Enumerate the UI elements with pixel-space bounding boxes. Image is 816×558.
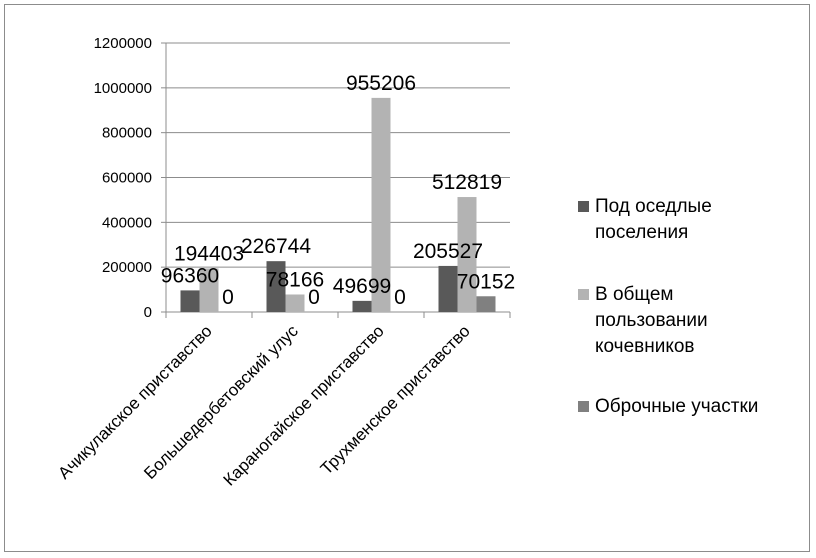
bars [180,97,496,312]
data-label: 194403 [174,242,244,265]
bar [285,294,305,312]
data-label: 96360 [161,264,219,287]
legend-label: Оброчные участки [595,396,758,417]
bar [476,296,496,312]
chart-area [4,4,810,552]
category-label: Большедербетовский улус [140,321,302,483]
legend-label: пользовании [595,310,708,331]
data-label: 0 [394,286,406,309]
category-label: Караногайское приставство [220,321,388,489]
legend-label: Под оседлые [595,196,712,217]
legend-label: поселения [595,222,688,243]
category-label: Ачикулакское приставство [54,321,215,482]
bar [457,197,477,312]
y-tick-label: 600000 [102,170,152,187]
bar [352,300,372,312]
legend-swatch [578,401,589,412]
data-label: 512819 [432,171,502,194]
data-label: 0 [308,286,320,309]
category-label: Трухменское приставство [317,321,474,478]
data-label: 78166 [266,268,324,291]
legend-swatch [578,201,589,212]
data-label: 49699 [333,275,391,298]
data-label: 0 [222,286,234,309]
legend-swatch [578,289,589,300]
data-label: 70152 [457,270,515,293]
bar [199,268,219,312]
bar [266,261,286,312]
y-tick-label: 0 [144,304,152,321]
legend: Под оседлые поселения В общем пользовании ко… [578,196,758,417]
legend-label: В общем [595,284,673,305]
bar [371,97,391,312]
bar [180,290,200,312]
y-tick-label: 1000000 [94,80,152,97]
data-label: 226744 [241,235,311,258]
legend-label: кочевников [595,336,695,357]
bar [438,265,458,312]
data-label: 205527 [413,240,483,263]
data-label: 955206 [346,72,416,95]
y-tick-label: 400000 [102,214,152,231]
y-tick-label: 200000 [102,259,152,276]
y-tick-label: 1200000 [94,35,152,52]
y-tick-label: 800000 [102,125,152,142]
